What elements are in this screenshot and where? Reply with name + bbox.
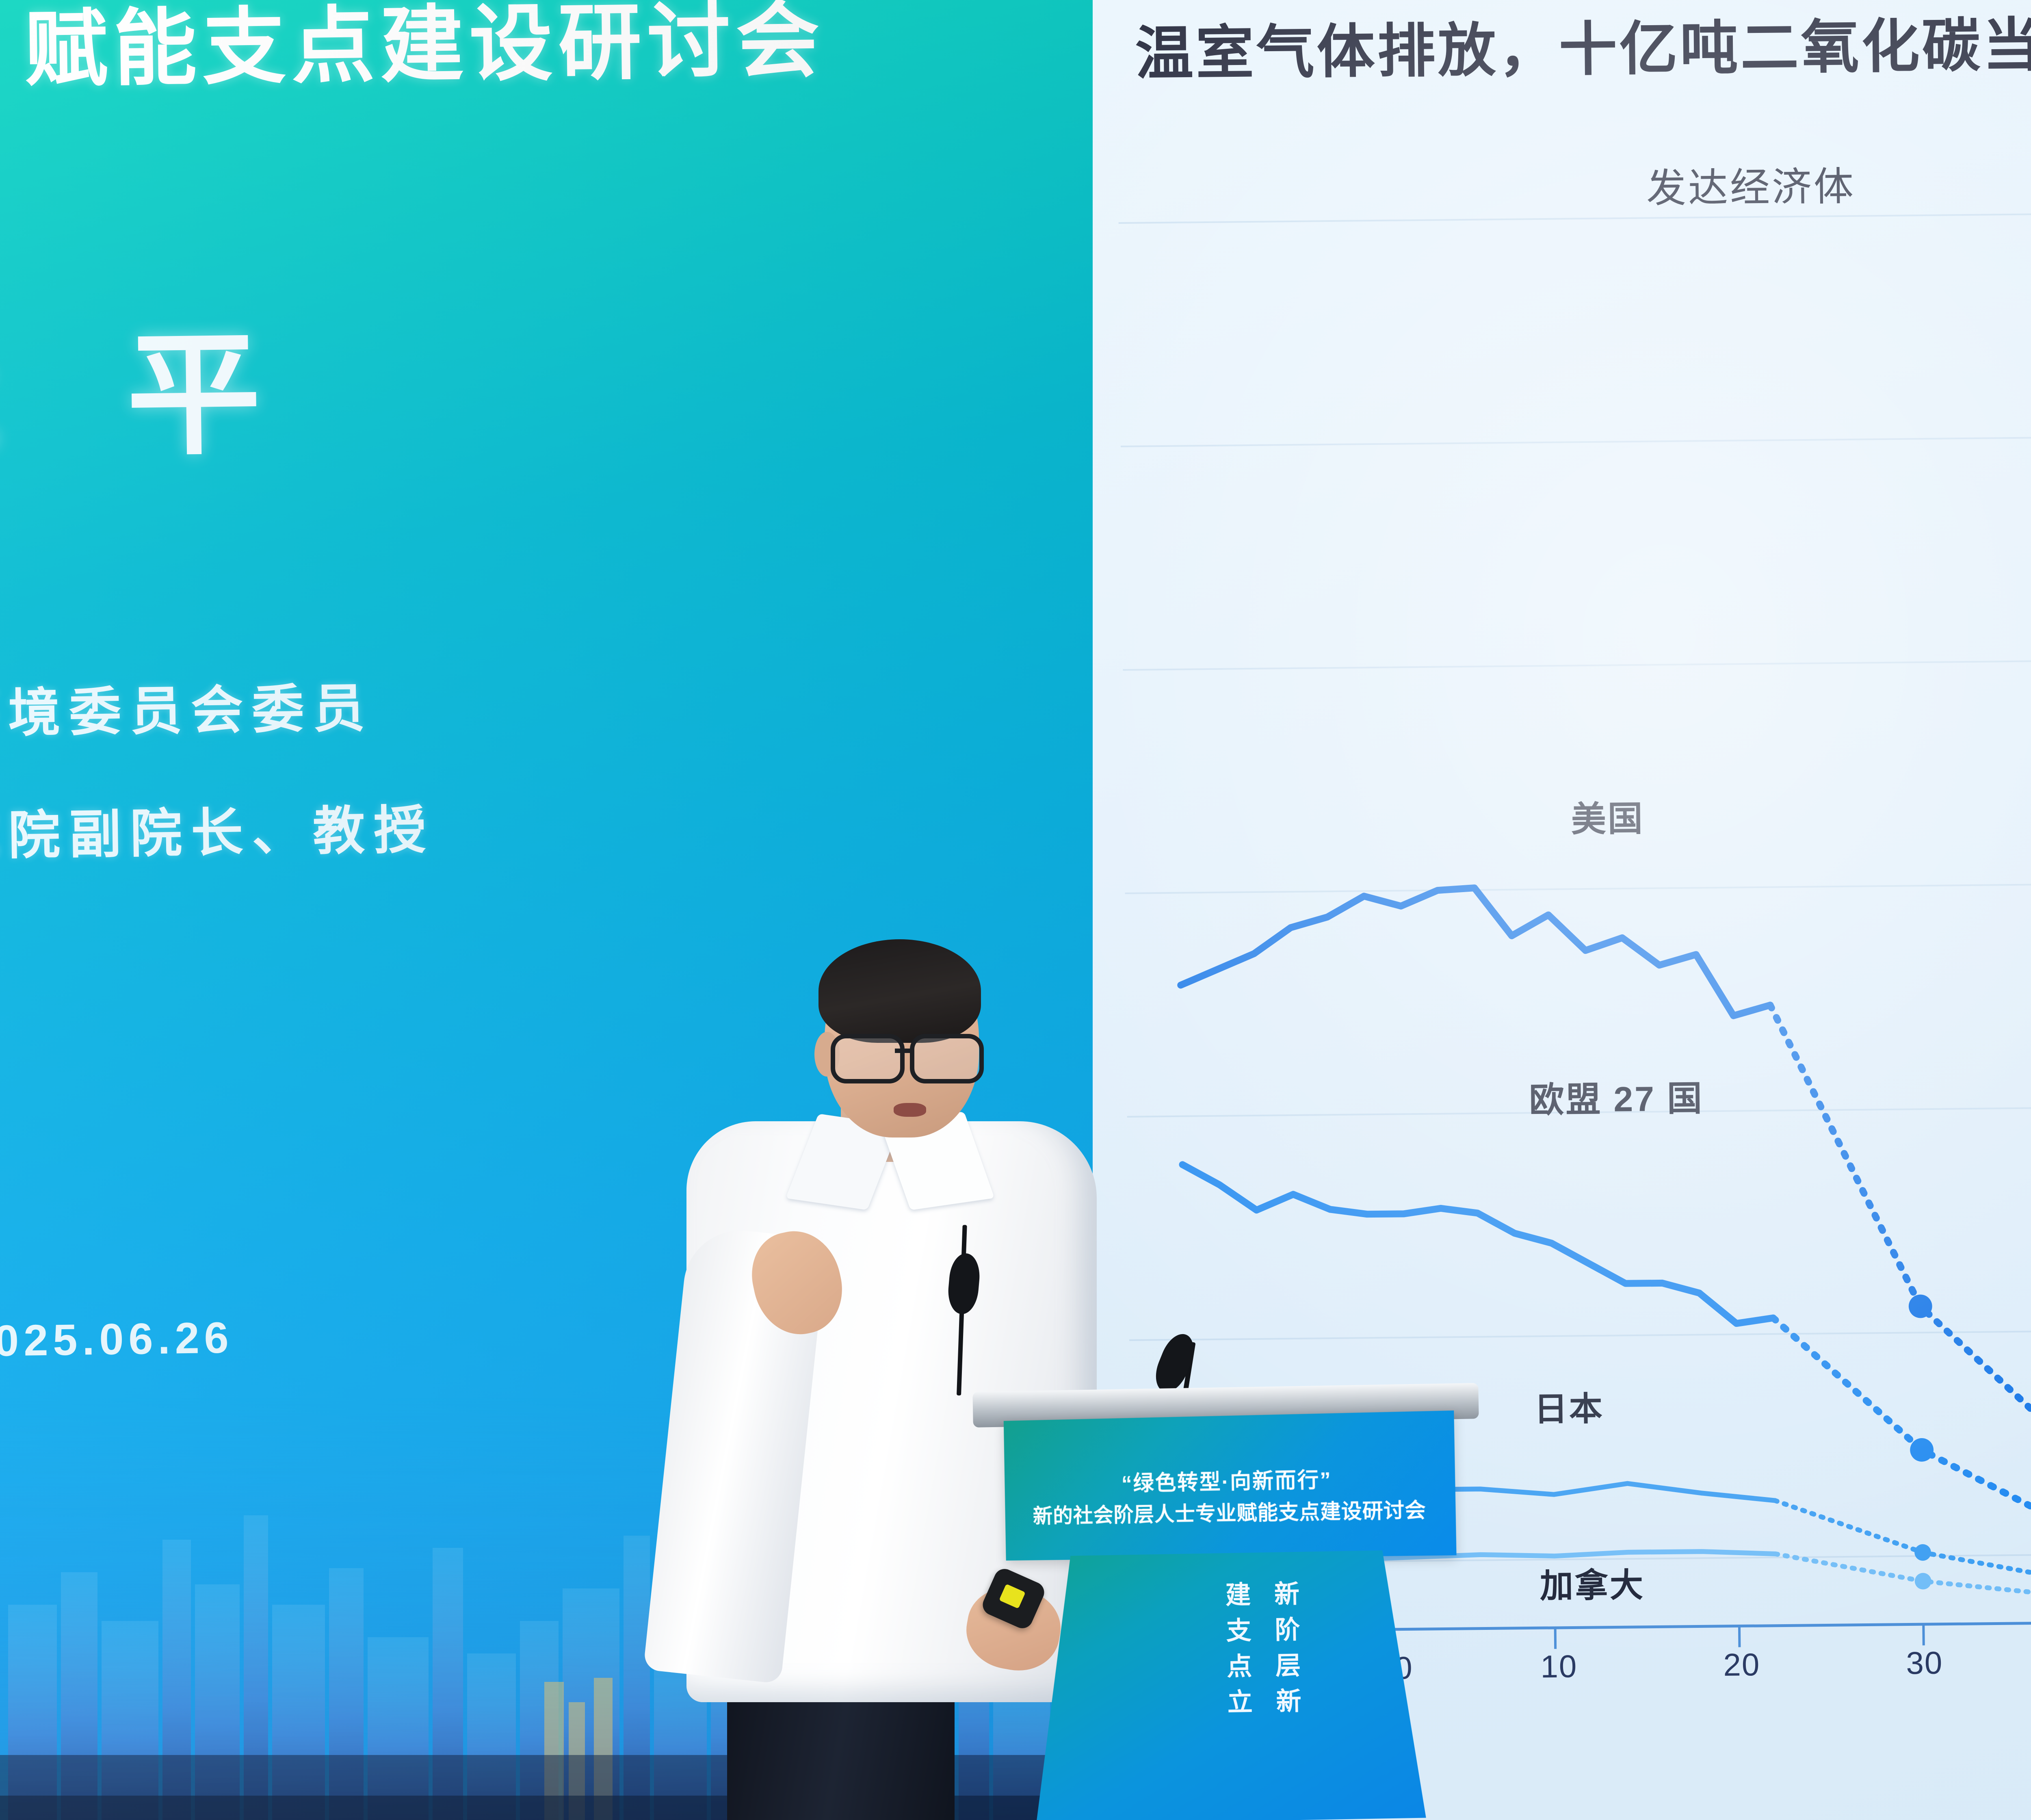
xtick-2010: 10 bbox=[1540, 1648, 1578, 1685]
speaker-mouth bbox=[894, 1103, 926, 1117]
speaker-podium: “绿色转型·向新而行” 新的社会阶层人士专业赋能支点建设研讨会 新阶层新 建支点… bbox=[972, 1383, 1479, 1820]
podium-front-panel: “绿色转型·向新而行” 新的社会阶层人士专业赋能支点建设研讨会 bbox=[1003, 1410, 1457, 1561]
eyeglasses-icon bbox=[831, 1034, 984, 1083]
xtick-2030: 30 bbox=[1906, 1644, 1943, 1681]
stage-backdrop-banner: 赋能支点建设研讨会 永 平 资源环境委员会委员 理研究院副院长、教授 / 202… bbox=[0, 0, 1093, 1820]
podium-slogan: “绿色转型·向新而行” bbox=[1121, 1468, 1332, 1496]
podium-vertical-text-left: 建支点立 bbox=[1221, 1581, 1252, 1725]
podium-event-name: 新的社会阶层人士专业赋能支点建设研讨会 bbox=[1033, 1498, 1427, 1528]
banner-date: / 2025.06.26 bbox=[0, 1313, 234, 1366]
speaker-hair bbox=[818, 939, 981, 1043]
xtick-2020: 20 bbox=[1723, 1647, 1760, 1683]
banner-credential-line-1: 资源环境委员会委员 bbox=[0, 679, 375, 745]
banner-speaker-name: 永 平 bbox=[0, 318, 307, 474]
banner-event-title: 赋能支点建设研讨会 bbox=[24, 0, 826, 97]
projection-screen: 温室气体排放，十亿吨二氧化碳当量 发达经济体 目标 新兴市场国家的气候目标 更多… bbox=[1093, 0, 2031, 1820]
banner-credential-line-2: 理研究院副院长、教授 bbox=[0, 801, 435, 868]
podium-base: 新阶层新 建支点立 bbox=[1031, 1550, 1426, 1820]
podium-vertical-text-right: 新阶层新 bbox=[1270, 1580, 1301, 1724]
